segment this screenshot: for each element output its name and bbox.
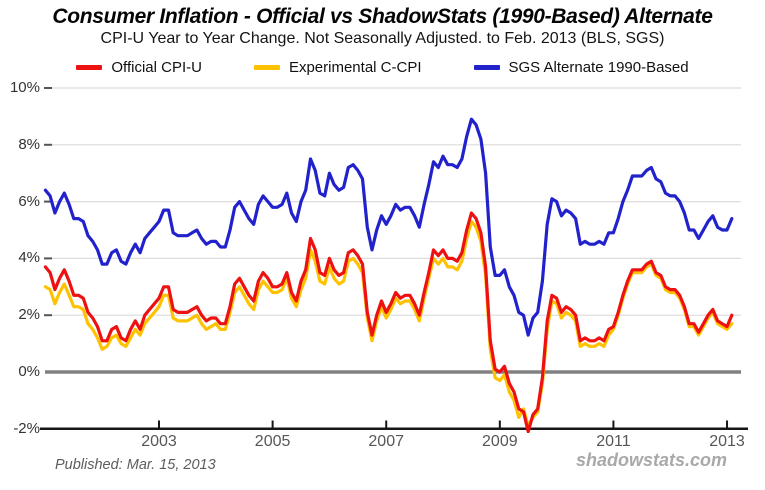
- x-axis-label: 2013: [709, 433, 745, 450]
- y-axis-label: -2%: [13, 419, 40, 437]
- x-axis-label: 2007: [368, 433, 404, 450]
- legend-item-sgs-alternate: SGS Alternate 1990-Based: [473, 59, 689, 76]
- series-line-experimental-c-cpi: [43, 219, 734, 428]
- series-line-sgs-alternate-1990-based: [43, 117, 734, 337]
- y-axis-label: 6%: [18, 192, 40, 210]
- y-axis-label: 2%: [18, 306, 40, 324]
- legend-item-official-cpi: Official CPI-U: [76, 59, 202, 76]
- gold-line-swatch-icon: [253, 65, 280, 70]
- x-axis-label: 2011: [596, 433, 631, 450]
- legend-label: Experimental C-CPI: [288, 59, 422, 76]
- legend-label: SGS Alternate 1990-Based: [508, 59, 689, 76]
- y-axis-label: 4%: [18, 249, 40, 267]
- published-date: Published: Mar. 15, 2013: [55, 457, 216, 473]
- legend-item-experimental-ccpi: Experimental C-CPI: [253, 59, 422, 76]
- y-axis-label: 0%: [18, 363, 40, 380]
- x-axis-label: 2009: [482, 433, 518, 450]
- chart-title: Consumer Inflation - Official vs ShadowS…: [52, 5, 713, 28]
- series-line-official-cpi-u: [43, 211, 734, 433]
- shadowstats-watermark: shadowstats.com: [575, 450, 727, 470]
- chart-legend: Official CPI-U Experimental C-CPI SGS Al…: [0, 59, 765, 76]
- red-line-swatch-icon: [76, 65, 103, 70]
- chart-subtitle: CPI-U Year to Year Change. Not Seasonall…: [100, 30, 665, 47]
- blue-line-swatch-icon: [473, 65, 500, 70]
- y-axis-label: 10%: [9, 79, 40, 96]
- x-axis-label: 2005: [254, 433, 291, 450]
- legend-label: Official CPI-U: [111, 59, 202, 76]
- x-axis-label: 2003: [141, 433, 177, 450]
- y-axis-label: 8%: [18, 135, 40, 153]
